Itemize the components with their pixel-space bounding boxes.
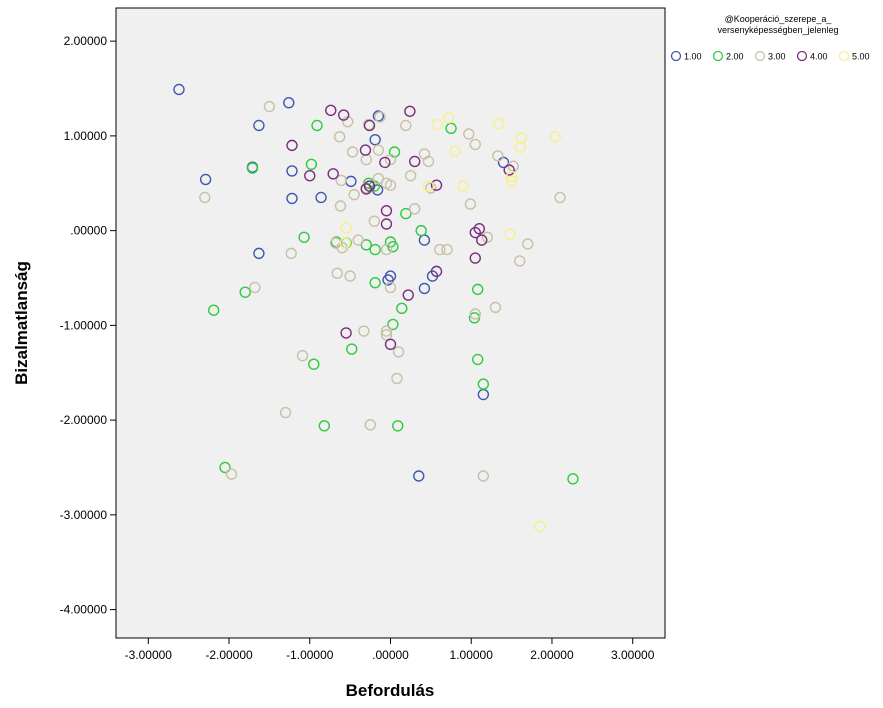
y-tick-label: 2.00000 <box>64 34 108 48</box>
x-axis-title: Befordulás <box>346 681 435 700</box>
legend-label: 4.00 <box>810 52 828 62</box>
legend-title-line-2: versenyképességben_jelenleg <box>717 25 838 35</box>
legend-marker <box>714 52 723 61</box>
legend-label: 3.00 <box>768 52 786 62</box>
legend-label: 5.00 <box>852 52 870 62</box>
y-tick-label: -4.00000 <box>60 603 108 617</box>
legend-marker <box>798 52 807 61</box>
legend: @Kooperáció_szerepe_a_ versenyképességbe… <box>672 14 870 62</box>
y-tick-label: -1.00000 <box>60 318 108 332</box>
y-axis: 2.00000 1.00000 .00000 -1.00000 -2.00000 -3.0… <box>60 34 116 616</box>
x-axis: -3.00000 -2.00000 -1.00000 .00000 1.00000 2.0… <box>125 638 655 662</box>
legend-marker <box>840 52 849 61</box>
plot-background <box>116 8 665 638</box>
y-tick-label: -2.00000 <box>60 413 108 427</box>
legend-label: 1.00 <box>684 52 702 62</box>
y-axis-title: Bizalmatlanság <box>12 261 31 385</box>
y-tick-label: 1.00000 <box>64 129 108 143</box>
x-tick-label: .00000 <box>372 648 409 662</box>
legend-marker <box>756 52 765 61</box>
legend-marker <box>672 52 681 61</box>
x-tick-label: 1.00000 <box>450 648 494 662</box>
x-tick-label: 3.00000 <box>611 648 655 662</box>
y-tick-label: .00000 <box>70 224 107 238</box>
legend-label: 2.00 <box>726 52 744 62</box>
x-tick-label: -1.00000 <box>286 648 334 662</box>
x-tick-label: -2.00000 <box>205 648 253 662</box>
legend-items: 1.00 2.00 3.00 4.00 5.00 <box>672 52 870 62</box>
x-tick-label: -3.00000 <box>125 648 173 662</box>
legend-title-line-1: @Kooperáció_szerepe_a_ <box>725 14 833 24</box>
x-tick-label: 2.00000 <box>530 648 574 662</box>
y-tick-label: -3.00000 <box>60 508 108 522</box>
